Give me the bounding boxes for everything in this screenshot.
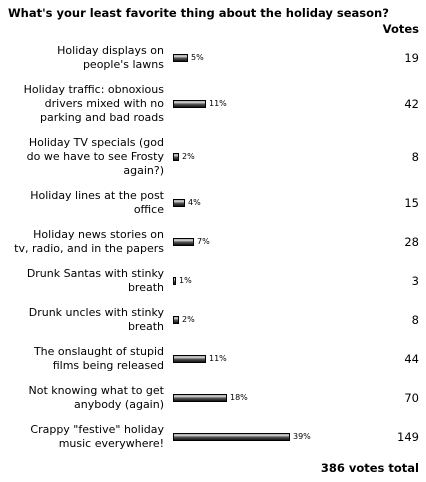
option-label-line: Not knowing what to get [28, 384, 164, 397]
option-label-line: people's lawns [82, 58, 164, 71]
option-label: Crappy "festive" holiday music everywhere… [14, 423, 164, 451]
percent-label: 4% [188, 198, 201, 207]
option-label-line: anybody (again) [74, 398, 164, 411]
vote-count: 8 [411, 313, 419, 327]
option-label-line: Holiday traffic: obnoxious [23, 83, 164, 96]
result-bar [173, 100, 206, 108]
option-label: Holiday displays on people's lawns [14, 44, 164, 72]
option-label-line: parking and bad roads [40, 111, 164, 124]
result-bar [173, 54, 188, 62]
option-label-line: Holiday displays on [57, 44, 164, 57]
percent-label: 2% [182, 315, 195, 324]
vote-count: 3 [411, 274, 419, 288]
option-label: Drunk uncles with stinky breath [14, 306, 164, 334]
vote-count: 149 [397, 430, 419, 444]
option-label: Holiday traffic: obnoxious drivers mixed … [14, 83, 164, 125]
percent-label: 5% [191, 53, 204, 62]
option-label-line: Holiday news stories on [33, 228, 164, 241]
percent-label: 1% [179, 276, 192, 285]
vote-count: 70 [404, 391, 419, 405]
result-bar [173, 238, 194, 246]
votes-column-header: Votes [382, 22, 419, 36]
option-label-line: office [133, 203, 164, 216]
vote-count: 44 [404, 352, 419, 366]
result-bar [173, 433, 290, 441]
option-label-line: Drunk uncles with stinky [28, 306, 164, 319]
option-label-line: do we have to see Frosty [26, 150, 164, 163]
percent-label: 2% [182, 152, 195, 161]
vote-count: 15 [404, 196, 419, 210]
option-label-line: again?) [123, 164, 164, 177]
option-label-line: tv, radio, and in the papers [14, 242, 164, 255]
vote-count: 8 [411, 150, 419, 164]
percent-label: 18% [230, 393, 248, 402]
result-bar [173, 199, 185, 207]
option-label-line: breath [127, 320, 164, 333]
option-label: Drunk Santas with stinky breath [14, 267, 164, 295]
result-bar [173, 355, 206, 363]
option-label-line: Holiday lines at the post [30, 189, 164, 202]
option-label-line: Crappy "festive" holiday [30, 423, 164, 436]
vote-count: 28 [404, 235, 419, 249]
result-bar [173, 153, 179, 161]
vote-count: 42 [404, 97, 419, 111]
result-bar [173, 394, 227, 402]
percent-label: 7% [197, 237, 210, 246]
option-label-line: drivers mixed with no [44, 97, 164, 110]
option-label-line: Drunk Santas with stinky [26, 267, 164, 280]
option-label: The onslaught of stupid films being relea… [14, 345, 164, 373]
result-bar [173, 316, 179, 324]
option-label: Holiday TV specials (god do we have to se… [14, 136, 164, 178]
option-label-line: breath [127, 281, 164, 294]
option-label-line: music everywhere! [58, 437, 164, 450]
option-label-line: The onslaught of stupid [33, 345, 164, 358]
option-label-line: films being released [52, 359, 164, 372]
percent-label: 11% [209, 99, 227, 108]
option-label-line: Holiday TV specials (god [28, 136, 164, 149]
percent-label: 39% [293, 432, 311, 441]
poll-title: What's your least favorite thing about t… [8, 6, 389, 20]
option-label: Holiday lines at the post office [14, 189, 164, 217]
percent-label: 11% [209, 354, 227, 363]
option-label: Holiday news stories on tv, radio, and in… [14, 228, 164, 256]
total-votes: 386 votes total [320, 461, 419, 475]
option-label: Not knowing what to get anybody (again) [14, 384, 164, 412]
result-bar [173, 277, 176, 285]
vote-count: 19 [404, 51, 419, 65]
